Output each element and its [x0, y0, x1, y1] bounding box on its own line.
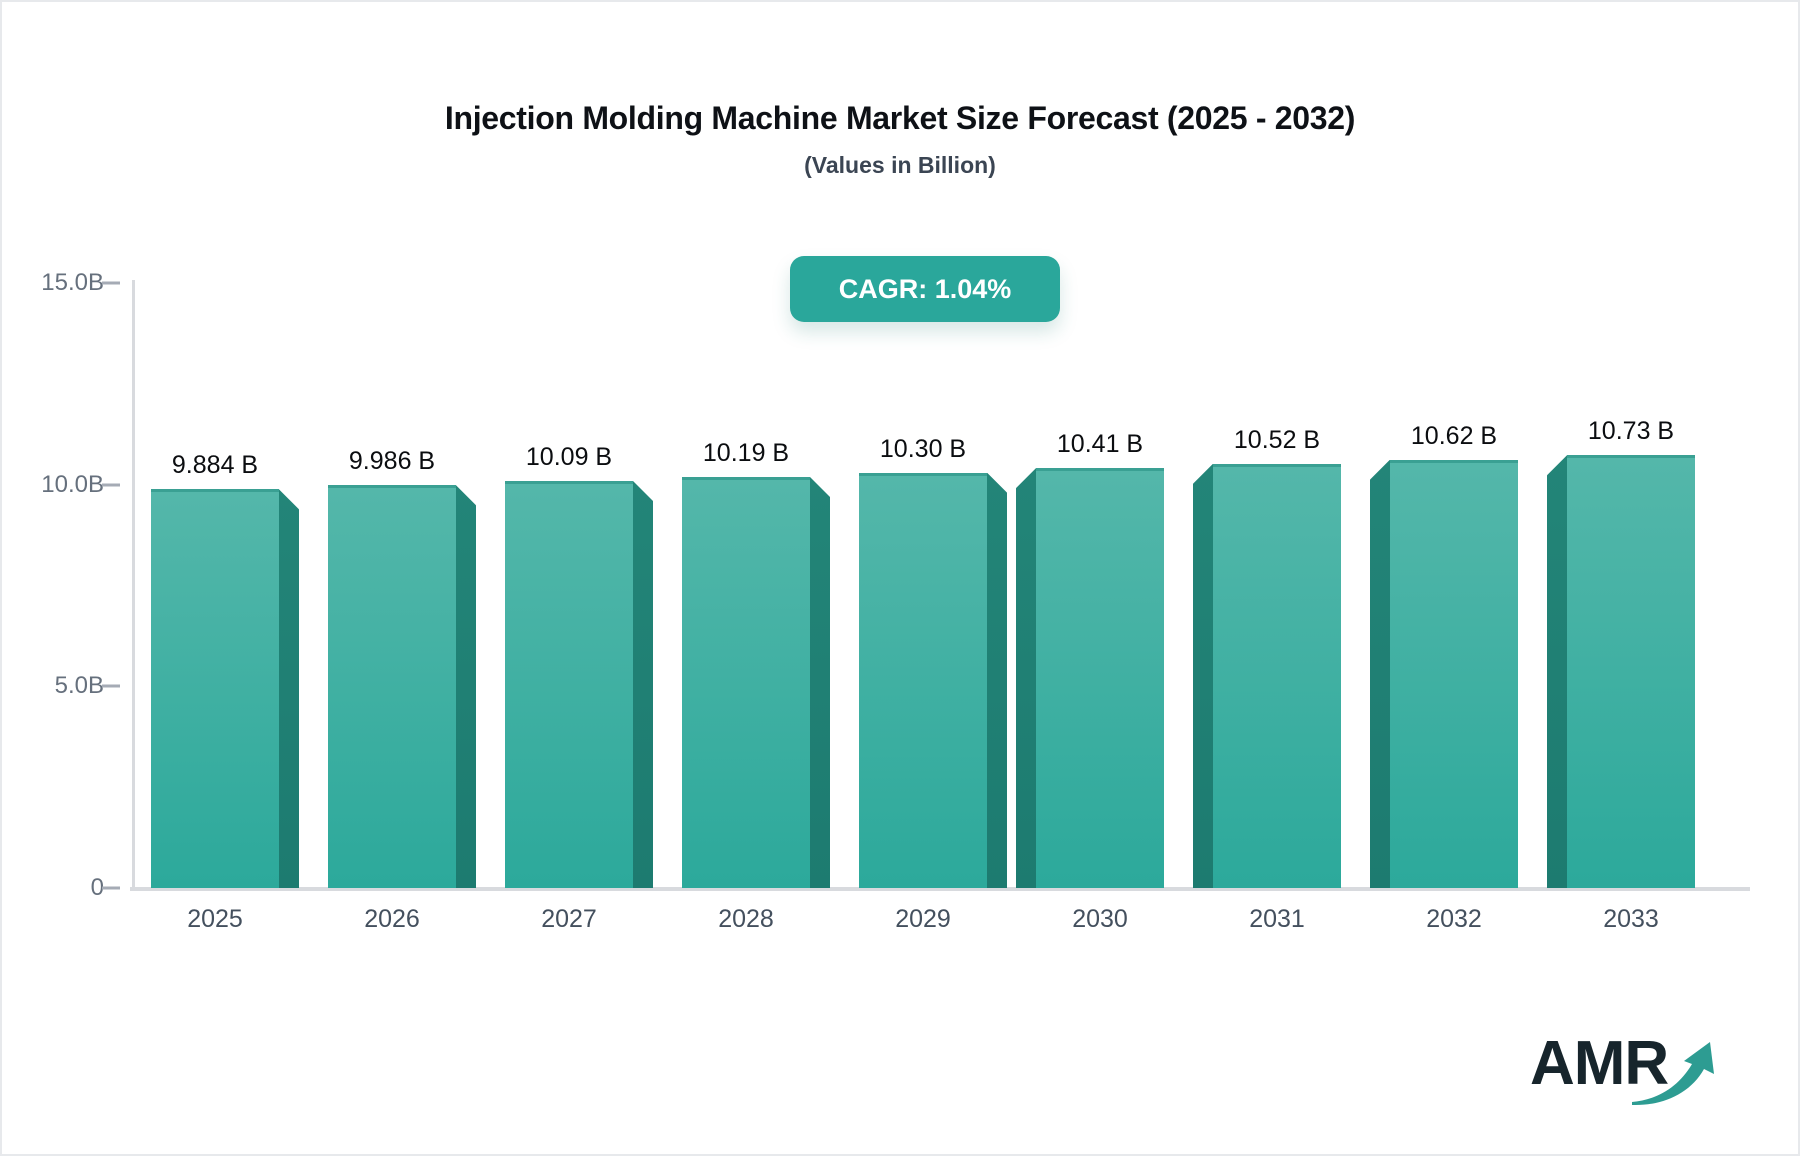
- x-axis-label-2027: 2027: [541, 905, 597, 933]
- bar-2026-side-face: [456, 485, 476, 888]
- y-tick-mark-0: [102, 886, 120, 890]
- brand-logo-text: AMR: [1530, 1029, 1669, 1098]
- x-axis-label-2029: 2029: [895, 905, 951, 933]
- bar-value-label-2030: 10.41 B: [1056, 430, 1144, 459]
- bar-2030: [1036, 468, 1164, 888]
- cagr-badge: CAGR: 1.04%: [790, 256, 1060, 322]
- y-tick-label-0: 0: [90, 874, 104, 901]
- bar-value-label-2031: 10.52 B: [1233, 425, 1321, 454]
- cagr-badge-label: CAGR: 1.04%: [838, 273, 1012, 304]
- bar-2027: [505, 481, 633, 888]
- x-axis-label-2033: 2033: [1603, 905, 1659, 933]
- bar-2028: [682, 477, 810, 888]
- x-axis-label-2032: 2032: [1426, 905, 1482, 933]
- bar-value-label-2032: 10.62 B: [1410, 421, 1498, 450]
- bar-2026: [328, 485, 456, 888]
- y-tick-label-10: 10.0B: [41, 470, 104, 498]
- bar-2032-side-face: [1370, 459, 1390, 888]
- bar-2031-side-face: [1193, 463, 1213, 888]
- y-tick-mark-10: [102, 483, 120, 487]
- x-axis-label-2026: 2026: [364, 905, 420, 933]
- bar-value-label-2025: 9.884 B: [171, 451, 259, 480]
- bar-2032: [1390, 459, 1518, 888]
- x-axis-label-2031: 2031: [1249, 905, 1305, 933]
- page-subtitle: (Values in Billion): [804, 152, 996, 178]
- y-tick-mark-15: [102, 281, 120, 285]
- y-tick-mark-5: [102, 684, 120, 688]
- bar-value-label-2027: 10.09 B: [525, 443, 613, 472]
- bar-2031: [1213, 463, 1341, 888]
- bar-2033: [1567, 455, 1695, 888]
- bar-2029: [859, 472, 987, 888]
- bar-value-label-2026: 9.986 B: [348, 447, 436, 476]
- page-title: Injection Molding Machine Market Size Fo…: [444, 100, 1356, 136]
- bar-2025-side-face: [279, 489, 299, 888]
- bar-2033-side-face: [1547, 455, 1567, 888]
- y-axis-line: [132, 280, 135, 890]
- x-axis-label-2025: 2025: [187, 905, 243, 933]
- bar-2027-side-face: [633, 481, 653, 888]
- bar-2025: [151, 489, 279, 888]
- bar-value-label-2033: 10.73 B: [1587, 417, 1675, 446]
- bar-2029-side-face: [987, 472, 1007, 888]
- x-axis-label-2028: 2028: [718, 905, 774, 933]
- x-axis-baseline: [130, 887, 1750, 891]
- bar-value-label-2028: 10.19 B: [702, 439, 790, 467]
- x-axis-label-2030: 2030: [1072, 905, 1128, 933]
- bar-2030-side-face: [1016, 468, 1036, 888]
- y-tick-label-15: 15.0B: [41, 269, 104, 296]
- bar-2028-side-face: [810, 477, 830, 888]
- growth-arrow-icon: [1632, 1042, 1714, 1106]
- brand-logo: AMR: [1530, 1029, 1730, 1114]
- bar-value-label-2029: 10.30 B: [879, 434, 967, 463]
- y-tick-label-5: 5.0B: [54, 672, 104, 700]
